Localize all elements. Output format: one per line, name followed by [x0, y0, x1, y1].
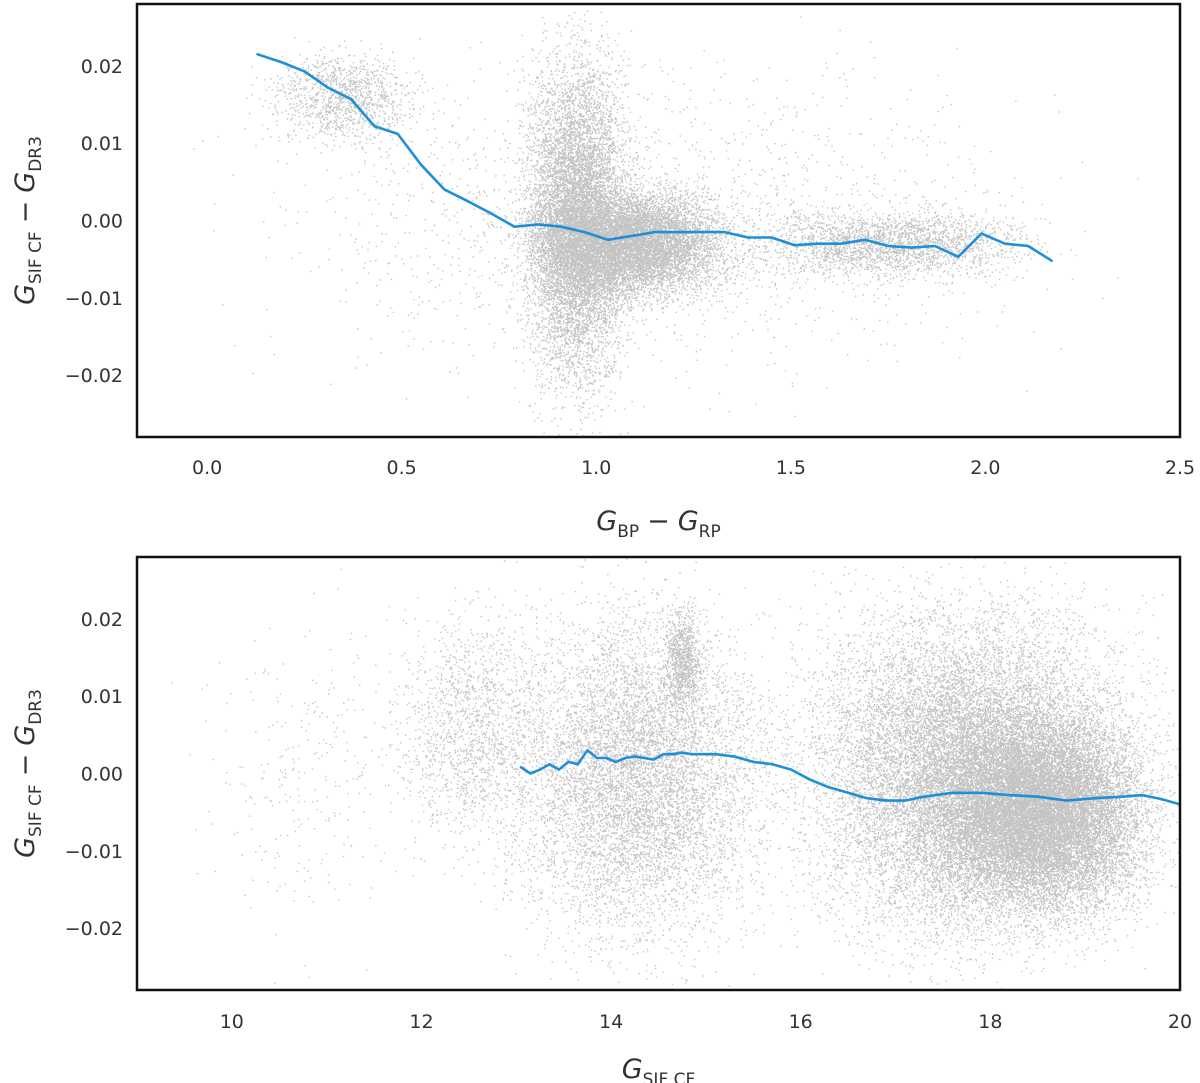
x-tick-label: 2.5	[1165, 457, 1195, 479]
scatter-point-cloud	[193, 0, 1139, 444]
x-tick-labels-top: 0.0 0.5 1.0 1.5 2.0 2.5	[192, 457, 1195, 479]
x-label-minus: −	[647, 506, 670, 537]
scatter-points-top	[193, 0, 1139, 444]
x-axis-label-bottom: GSIF CF	[622, 1054, 696, 1083]
x-tick-label: 18	[978, 1011, 1002, 1033]
y-tick-label: 0.00	[81, 764, 123, 786]
y-tick-label: 0.01	[81, 133, 123, 155]
bottom-panel: 10 12 14 16 18 20 0.020.010.00−0.01−0.02 GSIF…	[10, 517, 1200, 1083]
y-label-main: G	[10, 284, 41, 305]
y-axis-label-top: GSIF CF−GDR3	[10, 136, 46, 305]
top-panel: 0.0 0.5 1.0 1.5 2.0 2.5 0.020.010.00−0.01−0.0…	[10, 0, 1195, 542]
y-tick-label: −0.01	[65, 841, 123, 863]
y-label-sub: SIF CF	[26, 231, 46, 284]
y-tick-label: −0.02	[65, 918, 123, 940]
x-axis-label-top: GBP − GRP	[596, 506, 721, 542]
y-label-minus: −	[10, 754, 41, 777]
y-label-sub: SIF CF	[26, 784, 46, 837]
y-axis-label-bottom: GSIF CF−GDR3	[10, 689, 46, 858]
y-tick-label: 0.02	[81, 609, 123, 631]
y-label-main2: G	[10, 172, 41, 193]
x-label-main2: G	[678, 506, 699, 537]
x-tick-label: 14	[599, 1011, 623, 1033]
x-label-sub2: RP	[699, 522, 721, 542]
x-tick-label: 12	[409, 1011, 433, 1033]
y-tick-label: −0.02	[65, 365, 123, 387]
x-tick-label: 16	[789, 1011, 813, 1033]
x-tick-label: 2.0	[970, 457, 1000, 479]
y-tick-labels-bottom: 0.02 0.01 0.00 −0.01 −0.02	[65, 609, 123, 940]
x-tick-label: 10	[220, 1011, 244, 1033]
y-label-sub2: DR3	[26, 689, 46, 725]
x-tick-label: 1.5	[776, 457, 806, 479]
x-tick-label: 20	[1168, 1011, 1192, 1033]
scatter-points-bottom	[172, 517, 1200, 1013]
y-label-sub2: DR3	[26, 136, 46, 172]
x-label-main: G	[596, 506, 617, 537]
x-tick-label: 0.0	[192, 457, 222, 479]
y-label-minus: −	[10, 201, 41, 224]
y-tick-label: −0.01	[65, 288, 123, 310]
x-tick-label: 0.5	[386, 457, 416, 479]
x-label-sub: SIF CF	[643, 1070, 696, 1083]
x-tick-labels-bottom: 10 12 14 16 18 20	[220, 1011, 1192, 1033]
x-tick-label: 1.0	[581, 457, 611, 479]
y-tick-label: 0.00	[81, 211, 123, 233]
x-label-sub: BP	[617, 522, 639, 542]
y-tick-label: 0.02	[81, 56, 123, 78]
scatter-point-cloud	[172, 517, 1200, 1013]
y-tick-labels-top: 0.02 0.01 0.00 −0.01 −0.02	[65, 56, 123, 387]
y-tick-label: 0.01	[81, 686, 123, 708]
y-label-main: G	[10, 837, 41, 858]
y-label-main2: G	[10, 725, 41, 746]
x-label-main: G	[622, 1054, 643, 1083]
